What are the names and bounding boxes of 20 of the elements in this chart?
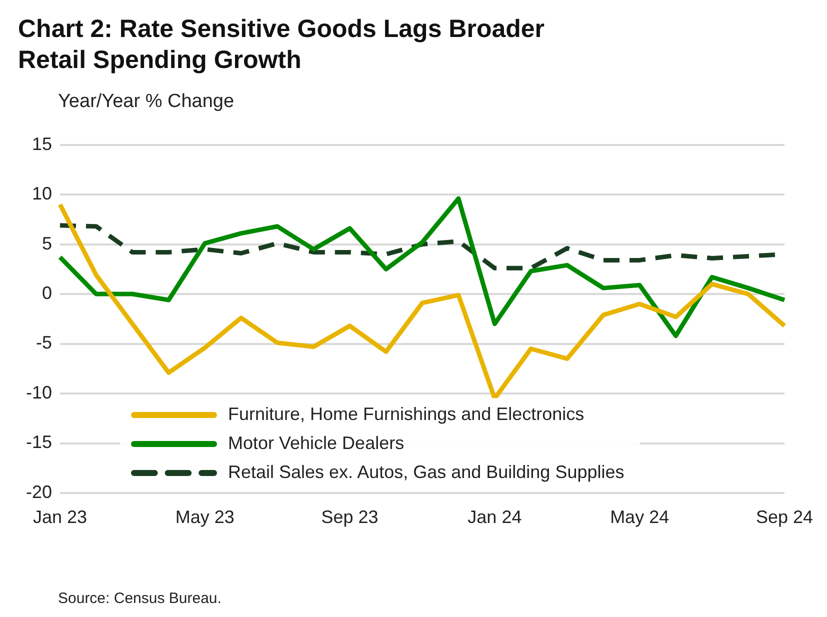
y-tick-label: -20 (26, 482, 52, 502)
x-tick-label: May 24 (610, 506, 670, 527)
y-tick-label: -10 (26, 382, 52, 402)
x-tick-label: May 23 (175, 506, 234, 527)
x-tick-label: Sep 24 (756, 506, 814, 527)
y-tick-label: 10 (32, 184, 52, 204)
y-tick-label: -5 (36, 332, 52, 353)
chart-title: Chart 2: Rate Sensitive Goods Lags Broader Retail Spending Growth (18, 14, 546, 76)
source-note: Source: Census Bureau. (58, 590, 222, 607)
x-tick-label: Jan 24 (468, 506, 522, 527)
x-tick-label: Jan 23 (32, 506, 88, 527)
y-axis-title: Year/Year % Change (58, 91, 234, 113)
y-tick-label: 5 (42, 233, 52, 254)
legend-label: Furniture, Home Furnishings and Electronics (228, 404, 584, 425)
x-tick-label: Sep 23 (321, 506, 378, 527)
legend-label: Retail Sales ex. Autos, Gas and Building Supplies (228, 462, 624, 483)
y-tick-label: 0 (42, 282, 52, 303)
y-tick-label: -15 (26, 432, 52, 452)
y-tick-label: 15 (32, 134, 52, 154)
legend-label: Motor Vehicle Dealers (228, 433, 404, 454)
